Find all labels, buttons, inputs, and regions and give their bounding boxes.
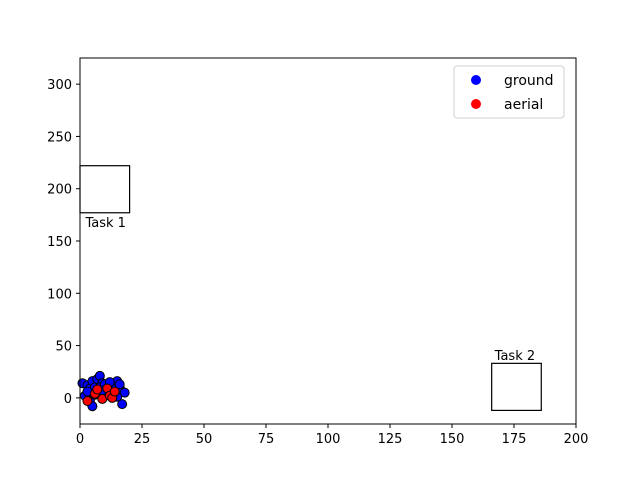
aerial-point xyxy=(82,395,93,406)
ground-point xyxy=(114,379,125,390)
ground-point xyxy=(119,387,130,398)
legend-box xyxy=(453,65,565,119)
y-axis: 0 50 100 150 200 250 300 xyxy=(47,78,80,407)
y-tick-label: 150 xyxy=(47,235,72,250)
y-tick-label: 50 xyxy=(55,340,72,355)
y-tick-label: 300 xyxy=(47,78,72,93)
x-tick-label: 125 xyxy=(378,432,403,447)
legend-label-ground: ground xyxy=(504,73,554,89)
task-box-2 xyxy=(491,362,542,412)
legend-marker-ground xyxy=(471,75,481,85)
legend-label-aerial: aerial xyxy=(504,97,543,113)
legend: ground aerial xyxy=(453,65,565,119)
ground-point xyxy=(117,399,128,410)
plot-area: Task 1 Task 2 xyxy=(77,165,542,412)
x-tick-label: 50 xyxy=(196,432,213,447)
y-tick-label: 200 xyxy=(47,183,72,198)
x-tick-label: 75 xyxy=(258,432,275,447)
x-tick-label: 150 xyxy=(440,432,465,447)
task-label-2: Task 2 xyxy=(494,349,535,364)
x-tick-label: 175 xyxy=(502,432,527,447)
y-tick-label: 250 xyxy=(47,130,72,145)
y-tick-label: 100 xyxy=(47,287,72,302)
aerial-point xyxy=(92,384,103,395)
aerial-point xyxy=(109,386,120,397)
legend-marker-aerial xyxy=(471,99,481,109)
x-tick-label: 200 xyxy=(564,432,589,447)
x-tick-label: 0 xyxy=(76,432,84,447)
task-label-1: Task 1 xyxy=(84,216,125,231)
x-axis: 0 25 50 75 100 125 150 175 200 xyxy=(76,424,589,447)
x-tick-label: 100 xyxy=(316,432,341,447)
y-tick-label: 0 xyxy=(64,392,72,407)
x-tick-label: 25 xyxy=(134,432,151,447)
